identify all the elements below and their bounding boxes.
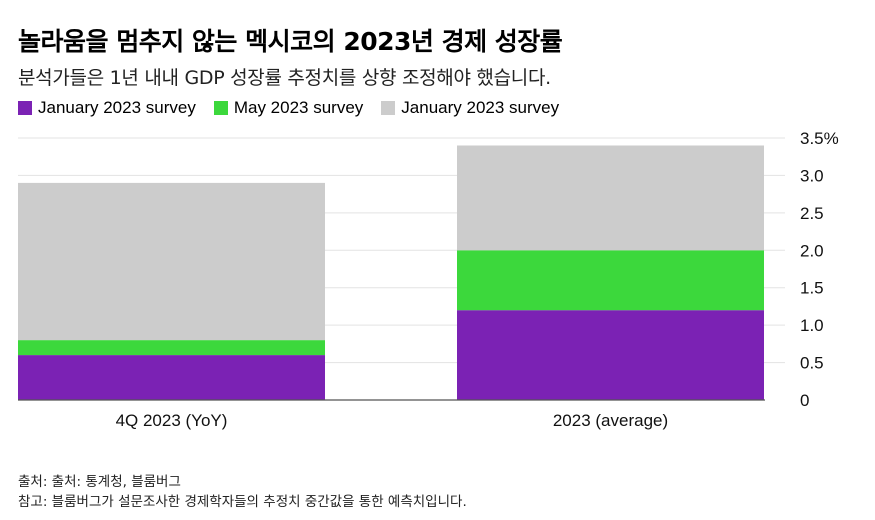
y-tick-label: 3.0 [800,166,824,185]
chart-subtitle: 분석가들은 1년 내내 GDP 성장률 추정치를 상향 조정해야 했습니다. [18,67,551,89]
y-tick-label: 0 [800,391,809,410]
bar-segment-may-1 [18,340,325,356]
y-tick-label: 3.5% [800,129,839,148]
source-note: 출처: 출처: 통계청, 블룸버그 [18,474,181,490]
legend-item-january-survey-latest: January 2023 survey [381,98,559,118]
legend-label: January 2023 survey [38,98,196,117]
bar-segment-latest-1 [18,182,325,341]
y-tick-label: 2.0 [800,241,824,260]
methodology-note: 참고: 블룸버그가 설문조사한 경제학자들의 추정치 중간값을 통한 예측치입니… [18,494,467,510]
bar-segment-january-1 [18,355,325,400]
legend-swatch-gray [381,101,396,115]
legend-item-may-survey: May 2023 survey [213,98,364,118]
x-category-label: 2023 (average) [553,411,668,430]
y-tick-label: 1.0 [800,316,824,335]
stacked-bar-chart: 3.5% 3.0 2.5 2.0 1.5 1.0 0.5 0 4Q 2023 (YoY) 2023… [18,129,839,430]
legend-item-january-survey: January 2023 survey [18,98,196,118]
y-tick-label: 1.5 [800,279,824,298]
legend-swatch-green [213,101,228,115]
bar-segment-may-2 [457,250,764,311]
x-category-label: 4Q 2023 (YoY) [116,411,228,430]
y-tick-label: 0.5 [800,354,824,373]
legend-label: May 2023 survey [233,98,364,117]
legend-label: January 2023 survey [401,98,560,117]
legend: January 2023 survey May 2023 survey Janu… [18,98,559,118]
legend-swatch-purple [18,101,32,115]
chart-title: 놀라움을 멈추지 않는 멕시코의 2023년 경제 성장률 [18,27,563,56]
bar-segment-latest-2 [457,145,764,251]
bar-segment-january-2 [457,310,764,400]
y-tick-label: 2.5 [800,204,824,223]
